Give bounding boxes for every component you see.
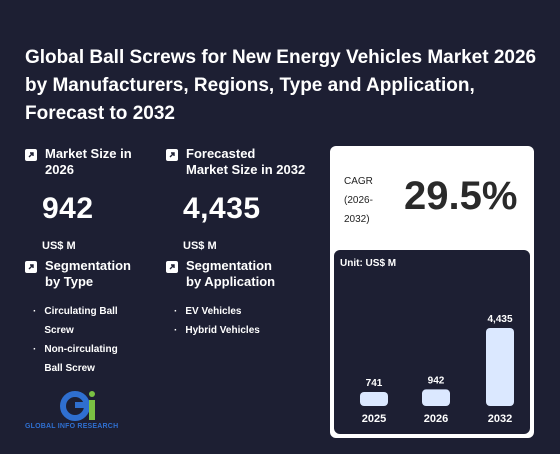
segmentation-application-block: Segmentation by Application · EV Vehicles… (166, 258, 316, 340)
list-item: · Non-circulating Ball Screw (33, 344, 118, 374)
segmentation-type-block: Segmentation by Type · Circulating Ball S… (25, 258, 155, 378)
chart-canvas: 741 2025 942 2026 4,435 2032 (360, 314, 514, 425)
category-label: 2032 (488, 413, 512, 425)
segmentation-application-label: Segmentation by Application (186, 258, 276, 289)
category-label: 2026 (424, 413, 448, 425)
bar-2025 (360, 392, 388, 406)
market-size-block: Market Size in 2026 942 US$ M (25, 146, 132, 252)
forecast-value: 4,435 (183, 192, 261, 225)
list-item: · Circulating Ball Screw (33, 306, 118, 336)
cagr-panel: CAGR (2026- 2032) 29.5% Unit: US$ M 741 2… (330, 146, 534, 438)
arrow-icon (166, 261, 178, 273)
arrow-icon (166, 149, 178, 161)
market-size-value: 942 (42, 192, 94, 225)
forecast-unit: US$ M (183, 240, 217, 252)
bar-chart: Unit: US$ M 741 2025 942 2026 4,435 2032 (334, 250, 530, 434)
report-title: Global Ball Screws for New Energy Vehicl… (25, 47, 537, 124)
arrow-icon (25, 149, 37, 161)
company-logo: GLOBAL INFO RESEARCH (25, 390, 145, 436)
list-item: · Hybrid Vehicles (174, 325, 260, 336)
data-label: 4,435 (487, 314, 512, 325)
list-item: · EV Vehicles (174, 306, 242, 317)
market-size-unit: US$ M (42, 240, 76, 252)
segmentation-application-list: · EV Vehicles · Hybrid Vehicles (174, 302, 316, 340)
market-size-label: Market Size in 2026 (45, 146, 132, 177)
forecast-block: Forecasted Market Size in 2032 4,435 US$… (166, 146, 305, 252)
arrow-icon (25, 261, 37, 273)
cagr-label: CAGR (2026- 2032) (344, 176, 373, 225)
logo-mark-icon (60, 391, 95, 421)
segmentation-type-label: Segmentation by Type (45, 258, 131, 289)
segmentation-type-list: · Circulating Ball Screw · Non-circulating… (33, 302, 155, 378)
data-label: 942 (428, 375, 445, 386)
bar-2026 (422, 389, 450, 406)
forecast-label: Forecasted Market Size in 2032 (186, 146, 306, 177)
bar-2032 (486, 328, 514, 406)
logo-text: GLOBAL INFO RESEARCH (25, 423, 119, 430)
data-label: 741 (366, 378, 383, 389)
category-label: 2025 (362, 413, 386, 425)
cagr-value: 29.5% (404, 174, 518, 218)
chart-unit-label: Unit: US$ M (340, 258, 397, 269)
